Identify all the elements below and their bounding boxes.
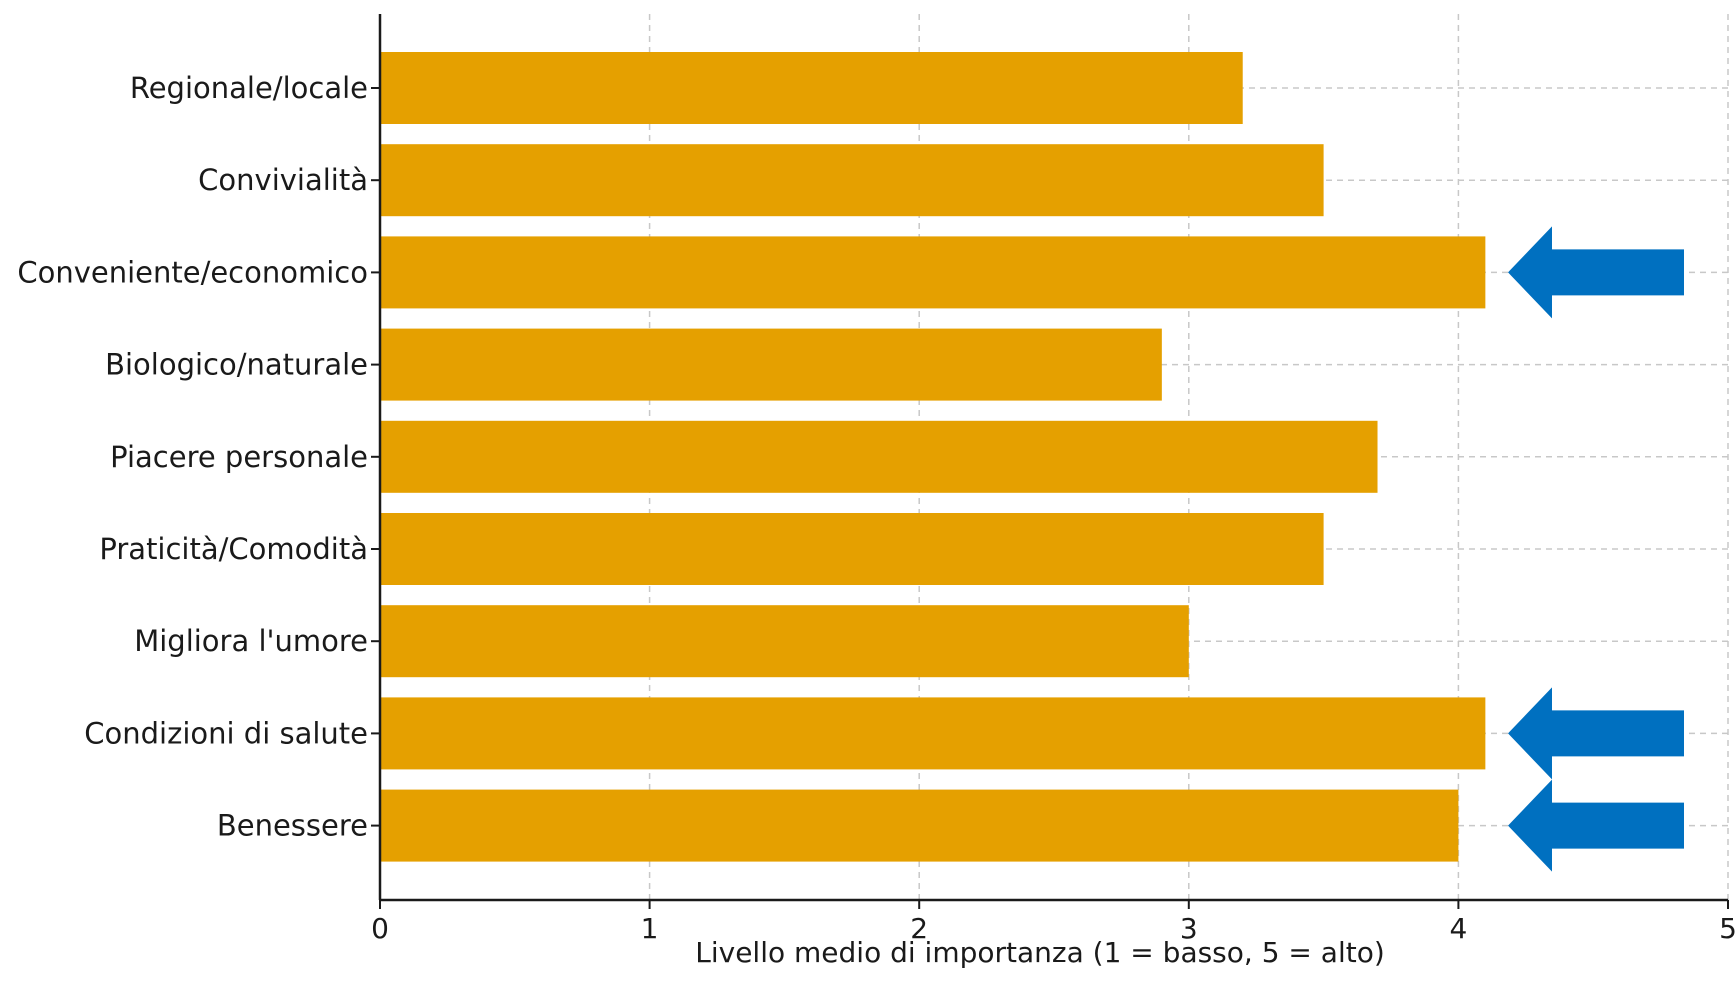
category-label: Convivialità (198, 163, 368, 197)
x-tick-label: 5 (1719, 912, 1735, 945)
highlight-arrows (1508, 226, 1684, 872)
category-label: Biologico/naturale (105, 348, 368, 382)
left-arrow-icon (1508, 687, 1684, 780)
bar (380, 236, 1486, 309)
x-tick-label: 4 (1449, 912, 1467, 945)
axes: 0 1 2 3 4 5 (371, 14, 1735, 945)
bar (380, 420, 1378, 493)
bar (380, 52, 1243, 124)
bars (380, 52, 1486, 862)
bar (380, 144, 1324, 217)
bar (380, 513, 1324, 585)
left-arrow-icon (1508, 779, 1684, 872)
category-label: Condizioni di salute (84, 716, 368, 750)
x-tick-label: 2 (910, 912, 928, 945)
category-label: Benessere (217, 809, 368, 843)
category-label: Praticità/Comodità (99, 532, 368, 566)
x-axis-title: Livello medio di importanza (1 = basso, … (695, 936, 1385, 969)
category-labels: Regionale/locale Convivialità Conveniente/… (17, 71, 368, 843)
category-label: Migliora l'umore (134, 624, 368, 658)
x-tick-label: 0 (371, 912, 389, 945)
left-arrow-icon (1508, 226, 1684, 319)
category-label: Piacere personale (110, 440, 368, 474)
bar (380, 328, 1162, 401)
x-tick-label: 1 (641, 912, 659, 945)
bar (380, 697, 1486, 770)
category-label: Regionale/locale (130, 71, 368, 105)
bar (380, 605, 1189, 678)
x-tick-label: 3 (1180, 912, 1198, 945)
bar (380, 789, 1459, 862)
category-label: Conveniente/economico (17, 255, 368, 289)
